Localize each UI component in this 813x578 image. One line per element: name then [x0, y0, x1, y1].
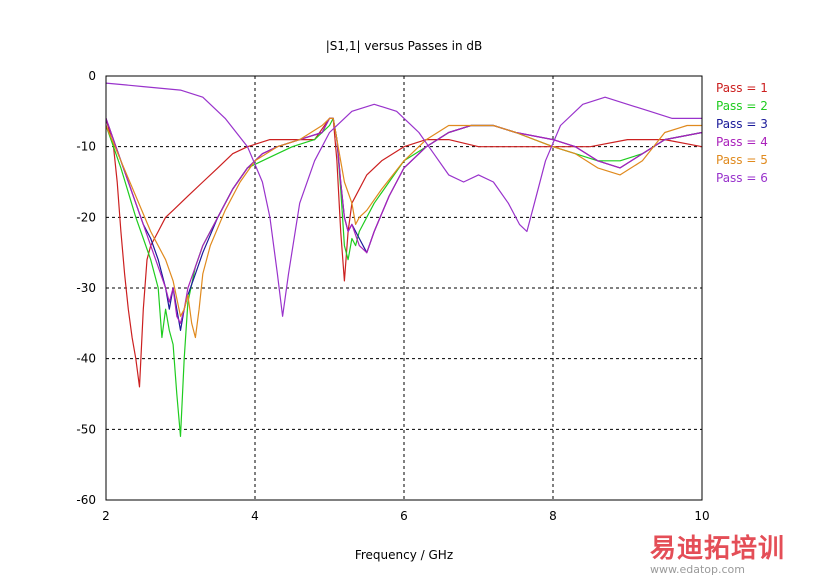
legend-entry-pass-1: Pass = 1 — [716, 81, 768, 95]
legend-entry-pass-4: Pass = 4 — [716, 135, 768, 149]
legend-entry-pass-2: Pass = 2 — [716, 99, 768, 113]
series-line-pass-5 — [105, 117, 702, 339]
x-tick-label: 4 — [251, 509, 259, 523]
y-tick-label: -40 — [76, 352, 96, 366]
chart-title: |S1,1| versus Passes in dB — [326, 39, 483, 53]
y-tick-label: -30 — [76, 281, 96, 295]
plot-frame — [105, 75, 703, 501]
x-axis-label: Frequency / GHz — [355, 548, 453, 562]
y-tick-labels: 0 -10 -20 -30 -40 -50 -60 — [76, 69, 96, 507]
grid-lines — [106, 76, 702, 500]
x-tick-label: 8 — [549, 509, 557, 523]
watermark-url: www.edatop.com — [650, 563, 745, 576]
y-tick-label: -20 — [76, 210, 96, 224]
x-tick-label: 10 — [694, 509, 709, 523]
y-tick-label: -60 — [76, 493, 96, 507]
watermark-chinese-text: 易迪拓培训 — [650, 534, 786, 564]
y-tick-label: -50 — [76, 422, 96, 436]
legend-entry-pass-3: Pass = 3 — [716, 117, 768, 131]
series-lines — [105, 82, 703, 437]
legend-entry-pass-6: Pass = 6 — [716, 171, 768, 185]
x-tick-labels: 2 4 6 8 10 — [102, 509, 709, 523]
x-tick-label: 2 — [102, 509, 110, 523]
legend: Pass = 1 Pass = 2 Pass = 3 Pass = 4 Pass = 5… — [716, 81, 768, 185]
series-line-pass-6 — [105, 82, 702, 317]
series-line-pass-1 — [105, 117, 703, 388]
legend-entry-pass-5: Pass = 5 — [716, 153, 768, 167]
watermark-logo: 易迪拓培训 www.edatop.com — [650, 528, 810, 576]
y-tick-label: 0 — [88, 69, 96, 83]
x-tick-label: 6 — [400, 509, 408, 523]
y-tick-label: -10 — [76, 140, 96, 154]
